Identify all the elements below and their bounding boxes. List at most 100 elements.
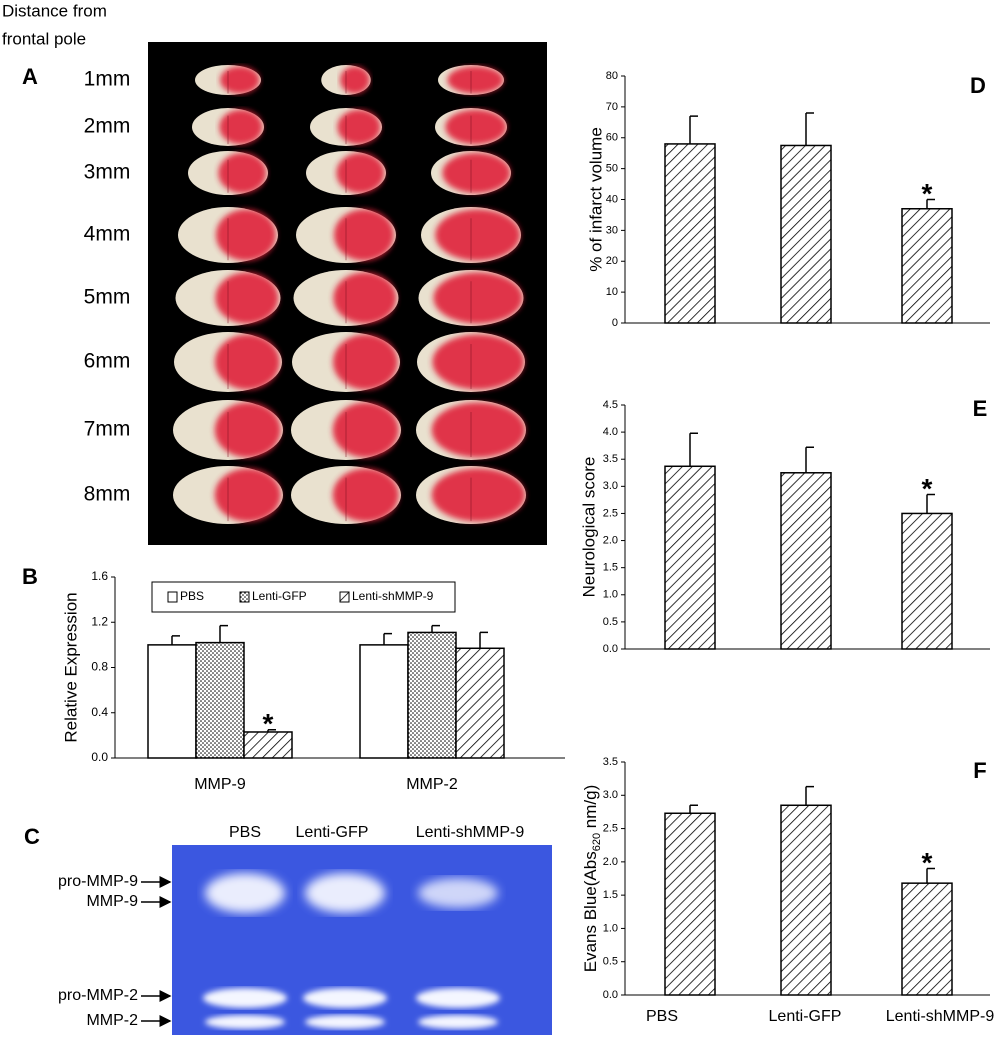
y-tick-label: 3.0 <box>603 480 618 492</box>
error-bar <box>926 198 935 209</box>
x-tick-label: MMP-2 <box>406 776 458 793</box>
y-tick-label: 1.6 <box>91 569 108 583</box>
column-label: Lenti-GFP <box>310 47 383 64</box>
band-label: MMP-2 <box>86 1012 138 1029</box>
annotation: * <box>263 708 274 739</box>
row-label: 5mm <box>84 286 131 309</box>
y-tick-label: 0.0 <box>91 750 108 764</box>
band <box>205 1015 285 1029</box>
infarct <box>431 402 526 458</box>
legend-swatch <box>167 591 178 603</box>
legend-label: Lenti-shMMP-9 <box>352 589 434 603</box>
y-tick-label: 60 <box>606 132 618 144</box>
gel-bands <box>203 873 500 1029</box>
error-bar <box>171 635 180 645</box>
error-bar <box>689 804 698 814</box>
error-bar <box>926 493 935 514</box>
y-tick-label: 1.5 <box>603 889 618 901</box>
infarct <box>447 66 504 94</box>
band <box>305 873 385 913</box>
row-label: 2mm <box>84 115 131 138</box>
header-text: Distance from <box>2 1 107 20</box>
bar <box>664 465 716 650</box>
x-tick-label: MMP-9 <box>194 776 246 793</box>
bar <box>407 631 457 759</box>
error-bar <box>431 624 440 633</box>
y-tick-label: 0.4 <box>91 705 108 719</box>
band-label: pro-MMP-9 <box>58 873 138 890</box>
x-tick-label: PBS <box>646 1008 678 1025</box>
row-label: 8mm <box>84 483 131 506</box>
legend-swatch <box>339 591 350 603</box>
bar <box>664 143 716 324</box>
error-bar <box>383 632 392 645</box>
row-label: 6mm <box>84 350 131 373</box>
y-tick-label: 1.0 <box>603 589 618 601</box>
infarct <box>334 209 394 261</box>
infarct <box>337 109 381 145</box>
panel-label: B <box>22 564 38 589</box>
panel-label: E <box>973 396 988 421</box>
y-tick-label: 0.5 <box>603 616 618 628</box>
x-tick-label: Lenti-GFP <box>769 1008 842 1025</box>
bar <box>780 804 832 996</box>
y-tick-label: 0.8 <box>91 660 108 674</box>
annotation: * <box>922 847 933 878</box>
bar <box>243 731 293 759</box>
y-tick-label: 30 <box>606 224 618 236</box>
x-tick-label: Lenti-shMMP-9 <box>886 1008 995 1025</box>
y-axis-label-sub: 620 <box>591 833 603 851</box>
infarct <box>435 209 521 261</box>
infarct <box>214 468 281 522</box>
y-tick-label: 40 <box>606 193 618 205</box>
infarct <box>216 209 276 261</box>
y-tick-label: 0.5 <box>603 956 618 968</box>
error-bar <box>267 728 276 732</box>
bar <box>664 812 716 996</box>
bar <box>901 512 953 650</box>
infarct <box>333 334 398 390</box>
error-bar <box>689 115 698 144</box>
band <box>305 1015 385 1029</box>
band-label: MMP-9 <box>86 893 138 910</box>
band-label: pro-MMP-2 <box>58 987 138 1004</box>
bar <box>147 644 197 759</box>
bar <box>780 144 832 324</box>
bar <box>901 208 953 324</box>
y-tick-label: 2.0 <box>603 534 618 546</box>
band <box>303 988 387 1008</box>
panel-label: F <box>973 758 986 783</box>
y-tick-label: 3.5 <box>603 453 618 465</box>
y-tick-label: 80 <box>606 70 618 82</box>
y-axis-label-main: Evans Blue(Abs <box>581 851 600 972</box>
y-tick-label: 3.0 <box>603 789 618 801</box>
band <box>418 1015 498 1029</box>
column-label: Lenti-shMMP-9 <box>417 47 526 64</box>
infarct <box>442 152 511 194</box>
y-tick-label: 0.0 <box>603 643 618 655</box>
row-label: 3mm <box>84 161 131 184</box>
bar <box>780 472 832 650</box>
error-bar <box>805 446 814 473</box>
infarct <box>332 402 399 458</box>
infarct <box>214 402 281 458</box>
brain-slices <box>173 65 526 524</box>
error-bar <box>219 624 228 643</box>
y-axis-label-suffix: nm/g) <box>581 785 600 833</box>
y-tick-label: 4.0 <box>603 426 618 438</box>
y-tick-label: 2.5 <box>603 507 618 519</box>
row-label: 1mm <box>84 68 131 91</box>
panel-label: C <box>24 824 40 849</box>
bar <box>455 647 505 759</box>
y-tick-label: 2.0 <box>603 856 618 868</box>
band <box>203 988 287 1008</box>
infarct <box>215 272 279 324</box>
infarct <box>433 272 523 324</box>
bar <box>359 644 409 759</box>
y-tick-label: 0 <box>612 317 618 329</box>
infarct <box>219 109 263 145</box>
y-axis-label: Evans Blue(Abs620 nm/g) <box>581 785 602 973</box>
infarct <box>218 152 267 194</box>
bar <box>195 641 245 759</box>
